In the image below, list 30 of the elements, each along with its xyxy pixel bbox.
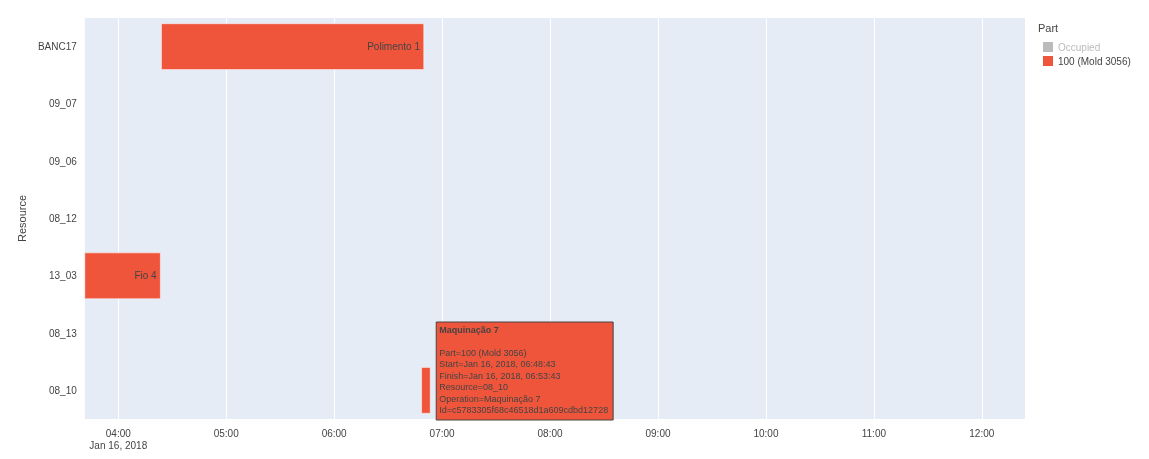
annotation: Start=Jan 16, 2018, 06:48:43 [439,359,556,369]
y-tick-label: BANC17 [37,41,78,53]
x-tick-label: 11:00 [861,427,887,439]
annotation: Resource=08_10 [439,382,509,392]
x-tick-label: 08:00 [537,427,563,439]
x-tick-label: 12:00 [969,427,995,439]
annotation: Part=100 (Mold 3056) [439,347,527,358]
data-label: Fio 4 [134,270,158,282]
x-tick-label: 07:00 [429,427,456,439]
x-tick-label: 04:00 Jan 16, 2018 [89,427,148,451]
y-tick-label: 09_06 [48,155,78,167]
bar [421,367,431,414]
y-tick-label: 08_12 [48,213,78,224]
annotation: Maquinação 7 [439,324,499,335]
x-tick-label: 10:00 [753,427,779,439]
y-axis-title: Resource [15,194,28,243]
x-tick-label: 05:00 [213,427,240,439]
annotation: Id=c5783305f68c46518d1a609cdbd12728 [439,405,609,415]
legend-label: 100 (Mold 3056) [1058,55,1131,67]
data-label: Polimento 1 [367,41,421,53]
annotation: Operation=Maquinação 7 [439,393,541,404]
legend-label: Occupied [1058,41,1101,53]
annotation: Finish=Jan 16, 2018, 06:53:43 [439,370,561,381]
y-tick-label: 08_10 [48,384,78,396]
y-tick-label: 13_03 [48,270,78,282]
x-tick-label: 09:00 [645,427,671,439]
y-tick-label: 09_07 [48,98,78,110]
legend-title: Part [1038,21,1059,34]
x-tick-label: 06:00 [321,427,348,439]
y-tick-label: 08_13 [48,327,78,339]
